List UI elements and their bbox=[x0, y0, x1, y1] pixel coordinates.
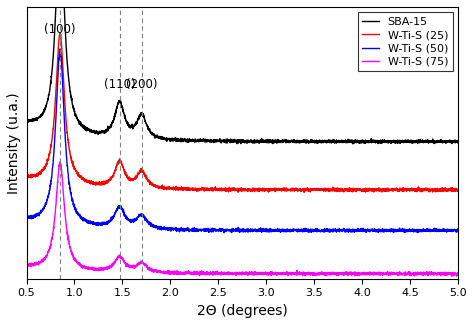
W-Ti-S (75) bbox=[447, 272, 453, 276]
W-Ti-S (75) bbox=[189, 270, 195, 274]
W-Ti-S (75) bbox=[208, 270, 214, 274]
Text: (110): (110) bbox=[104, 78, 136, 91]
SBA-15 bbox=[189, 139, 195, 143]
Text: (200): (200) bbox=[126, 78, 157, 91]
W-Ti-S (75) bbox=[57, 160, 63, 164]
SBA-15 bbox=[24, 117, 29, 121]
W-Ti-S (75) bbox=[99, 267, 104, 271]
SBA-15 bbox=[208, 139, 214, 143]
W-Ti-S (25) bbox=[189, 186, 195, 190]
W-Ti-S (25) bbox=[99, 182, 104, 186]
W-Ti-S (75) bbox=[73, 258, 79, 262]
W-Ti-S (50) bbox=[447, 228, 453, 232]
W-Ti-S (25) bbox=[24, 175, 29, 178]
SBA-15 bbox=[73, 113, 79, 117]
W-Ti-S (50) bbox=[208, 228, 214, 232]
W-Ti-S (25) bbox=[401, 188, 406, 192]
W-Ti-S (50) bbox=[401, 230, 406, 234]
Line: W-Ti-S (50): W-Ti-S (50) bbox=[27, 49, 458, 233]
SBA-15 bbox=[99, 131, 104, 135]
W-Ti-S (50) bbox=[456, 229, 461, 233]
Line: W-Ti-S (25): W-Ti-S (25) bbox=[27, 33, 458, 192]
SBA-15 bbox=[447, 139, 453, 143]
SBA-15 bbox=[456, 141, 461, 145]
X-axis label: 2Θ (degrees): 2Θ (degrees) bbox=[197, 304, 288, 318]
Y-axis label: Intensity (u.a.): Intensity (u.a.) bbox=[7, 92, 21, 194]
W-Ti-S (75) bbox=[401, 272, 406, 276]
W-Ti-S (25) bbox=[57, 32, 63, 35]
W-Ti-S (50) bbox=[221, 231, 227, 235]
W-Ti-S (75) bbox=[24, 263, 29, 267]
W-Ti-S (75) bbox=[449, 274, 455, 278]
W-Ti-S (75) bbox=[456, 273, 461, 277]
W-Ti-S (50) bbox=[73, 207, 79, 211]
SBA-15 bbox=[350, 142, 356, 146]
Text: (100): (100) bbox=[45, 23, 76, 36]
W-Ti-S (25) bbox=[456, 188, 461, 192]
W-Ti-S (50) bbox=[99, 222, 104, 226]
Line: W-Ti-S (75): W-Ti-S (75) bbox=[27, 162, 458, 276]
W-Ti-S (25) bbox=[447, 189, 453, 193]
W-Ti-S (25) bbox=[73, 169, 79, 173]
W-Ti-S (50) bbox=[57, 47, 63, 51]
Line: SBA-15: SBA-15 bbox=[27, 0, 458, 144]
SBA-15 bbox=[401, 139, 406, 143]
W-Ti-S (50) bbox=[189, 228, 195, 232]
W-Ti-S (50) bbox=[24, 214, 29, 218]
W-Ti-S (25) bbox=[301, 190, 307, 194]
Legend: SBA-15, W-Ti-S (25), W-Ti-S (50), W-Ti-S (75): SBA-15, W-Ti-S (25), W-Ti-S (50), W-Ti-S… bbox=[358, 12, 453, 72]
W-Ti-S (25) bbox=[208, 186, 214, 190]
